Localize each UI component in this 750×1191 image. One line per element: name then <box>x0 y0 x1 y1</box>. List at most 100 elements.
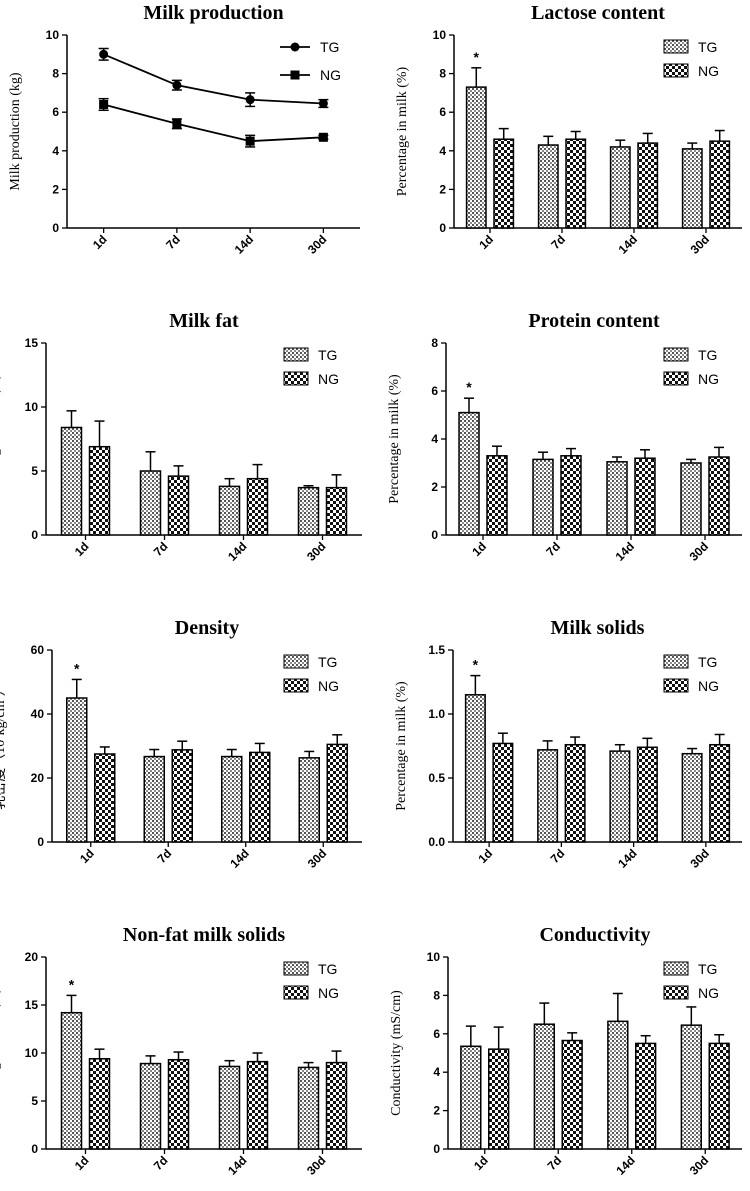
bar-TG-30d <box>681 148 703 229</box>
chart-panel-2: Lactose content Percentage in milk (%) 0 2 4… <box>395 2 742 257</box>
y-tick-label: 10 <box>25 1046 39 1060</box>
bar-TG-1d <box>458 411 480 536</box>
chart-title: Density <box>175 617 239 639</box>
x-tick-label: 30d <box>687 539 712 564</box>
y-axis-label: Percentage in milk (%) <box>387 374 402 504</box>
x-tick-label: 1d <box>471 1153 491 1173</box>
x-tick-label: 14d <box>613 1153 638 1178</box>
y-tick-label: 20 <box>31 771 45 785</box>
legend-swatch-TG <box>283 347 309 362</box>
bar-TG-30d <box>297 1066 320 1150</box>
data-point-TG <box>245 95 255 105</box>
chart-title: Milk fat <box>169 310 239 332</box>
bar-NG-1d <box>94 753 116 843</box>
bar-TG-7d <box>537 144 559 229</box>
legend-label: TG <box>698 961 717 977</box>
data-point-NG <box>99 99 109 109</box>
data-point-TG <box>318 99 328 109</box>
legend-swatch-NG <box>283 985 309 1000</box>
y-tick-label: 0 <box>433 1142 440 1156</box>
x-tick-label: 14d <box>225 1153 250 1178</box>
legend-swatch-NG <box>283 678 309 693</box>
bar-NG-7d <box>167 475 190 536</box>
y-tick-label: 2 <box>431 480 438 494</box>
x-tick-label: 1d <box>469 539 489 559</box>
data-point-TG <box>99 49 109 59</box>
chart-panel-8: Conductivity Conductivity (mS/cm) 0 2 4 6 8 10 1… <box>389 924 742 1178</box>
significance-marker: * <box>474 49 480 65</box>
y-tick-label: 2 <box>439 182 446 196</box>
x-tick-label: 30d <box>304 1153 329 1178</box>
y-tick-label: 0 <box>31 1142 38 1156</box>
significance-marker: * <box>473 657 479 673</box>
legend-marker-square <box>290 70 300 80</box>
bar-TG-14d <box>606 461 628 536</box>
bar-TG-7d <box>532 458 554 536</box>
y-tick-label: 6 <box>431 384 438 398</box>
legend-swatch-NG <box>663 985 689 1000</box>
legend-swatch-TG <box>283 654 309 669</box>
chart-title: Milk solids <box>551 617 645 639</box>
bar-TG-14d <box>218 1065 241 1150</box>
bar-TG-30d <box>298 757 320 843</box>
y-tick-label: 4 <box>52 144 59 158</box>
bar-NG-30d <box>326 743 348 843</box>
x-tick-label: 7d <box>548 232 568 252</box>
y-tick-label: 1.0 <box>428 707 445 721</box>
legend-label: NG <box>318 678 339 694</box>
x-tick-label: 30d <box>304 539 329 564</box>
bar-NG-1d <box>486 455 508 536</box>
bar-TG-30d <box>680 462 702 536</box>
bar-NG-7d <box>565 138 587 229</box>
bar-NG-1d <box>488 1048 510 1150</box>
y-tick-label: 15 <box>25 336 39 350</box>
bar-NG-30d <box>709 140 731 229</box>
x-tick-label: 7d <box>548 846 568 866</box>
y-tick-label: 4 <box>439 144 446 158</box>
bar-TG-7d <box>537 749 559 843</box>
bar-NG-30d <box>708 456 730 536</box>
bar-NG-30d <box>709 743 731 843</box>
series-line-TG <box>103 53 324 105</box>
bar-TG-14d <box>609 146 631 229</box>
bar-TG-1d <box>464 694 486 843</box>
y-tick-label: 6 <box>52 105 59 119</box>
legend-swatch-TG <box>663 654 689 669</box>
y-tick-label: 2 <box>52 182 59 196</box>
bar-TG-30d <box>681 752 703 843</box>
chart-panel-1: Milk production Milk production (kg) 0 2 4 6 8… <box>8 2 360 257</box>
y-tick-label: 6 <box>439 105 446 119</box>
bar-TG-1d <box>460 1045 482 1150</box>
y-tick-label: 0 <box>439 221 446 235</box>
bar-NG-14d <box>246 1060 269 1150</box>
x-tick-label: 7d <box>545 1153 565 1173</box>
legend-label: NG <box>698 63 719 79</box>
bar-TG-1d <box>66 697 88 843</box>
y-tick-label: 40 <box>31 707 45 721</box>
legend-label: NG <box>698 371 719 387</box>
bar-NG-30d <box>325 1061 348 1150</box>
legend-label: NG <box>318 985 339 1001</box>
y-tick-label: 8 <box>433 988 440 1002</box>
bar-NG-1d <box>492 742 514 843</box>
x-tick-label: 30d <box>687 1153 712 1178</box>
y-axis-label: Percentage in milk (%) <box>394 681 409 811</box>
bar-TG-14d <box>609 750 631 843</box>
y-axis-label: Conductivity (mS/cm) <box>389 990 404 1116</box>
x-tick-label: 14d <box>225 539 250 564</box>
bar-TG-7d <box>143 755 165 843</box>
y-tick-label: 8 <box>431 336 438 350</box>
x-tick-label: 1d <box>72 1153 92 1173</box>
legend-label: NG <box>320 67 341 83</box>
bar-TG-7d <box>139 1062 162 1150</box>
x-tick-label: 1d <box>476 232 496 252</box>
legend-label: NG <box>698 678 719 694</box>
x-tick-label: 30d <box>305 232 330 257</box>
chart-panel-3: Milk fat Percentage in milk (%) 0 5 10 15 1d 7d… <box>0 310 362 564</box>
legend-swatch-TG <box>663 347 689 362</box>
bar-TG-7d <box>139 470 162 536</box>
significance-marker: * <box>69 976 75 992</box>
legend-label: TG <box>698 347 717 363</box>
bar-TG-7d <box>533 1023 556 1150</box>
